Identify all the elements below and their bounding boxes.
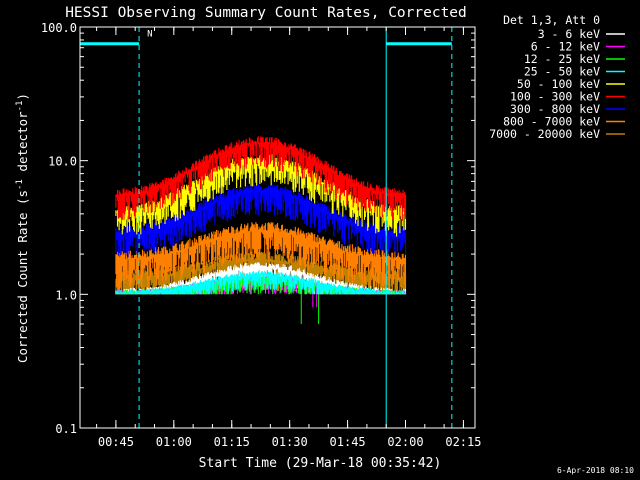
x-tick-label: 00:45: [98, 435, 134, 449]
x-tick-label: 01:15: [214, 435, 250, 449]
night-marker: N: [147, 29, 152, 39]
series-path: [115, 184, 407, 258]
y-axis-label: Corrected Count Rate (s-1 detector-1): [15, 93, 30, 363]
chart-title: HESSI Observing Summary Count Rates, Cor…: [65, 5, 467, 21]
y-tick-label: 100.0: [41, 21, 77, 35]
legend-entry-label: 100 - 300 keV: [510, 90, 600, 104]
legend-entry-label: 6 - 12 keV: [531, 40, 600, 54]
legend-entry-label: 25 - 50 keV: [524, 65, 600, 79]
plot-frame: [79, 26, 476, 429]
series-layer: [115, 136, 407, 324]
legend-entry-label: 12 - 25 keV: [524, 52, 600, 66]
flags-layer: N: [80, 27, 453, 428]
series-trace: [115, 222, 407, 290]
y-tick-label: 10.0: [48, 155, 77, 169]
y-tick-label: 0.1: [55, 422, 77, 436]
series-trace: [115, 184, 407, 258]
axis-layer: 100.0 10.0 1.0 0.1 00:45 01:00 01:15 01:30 01:45…: [41, 21, 482, 449]
y-tick-label: 1.0: [55, 288, 77, 302]
x-tick-label: 01:30: [272, 435, 308, 449]
x-tick-label: 02:15: [445, 435, 481, 449]
timestamp-label: 6-Apr-2018 08:10: [557, 466, 634, 475]
legend-entry-label: 3 - 6 keV: [538, 27, 600, 41]
x-tick-label: 01:00: [156, 435, 192, 449]
x-tick-label: 02:00: [387, 435, 423, 449]
series-trace: [115, 270, 407, 295]
x-axis-label: Start Time (29-Mar-18 00:35:42): [199, 456, 442, 471]
series-path: [115, 222, 407, 290]
series-trace: [115, 136, 407, 221]
legend-entry-label: 300 - 800 keV: [510, 102, 600, 116]
series-path: [115, 136, 407, 221]
series-path: [115, 270, 407, 295]
legend-entry-label: 7000 - 20000 keV: [489, 127, 600, 141]
legend-entry-label: 50 - 100 keV: [517, 77, 600, 91]
legend-entry-label: 800 - 7000 keV: [503, 115, 600, 129]
x-tick-label: 01:45: [330, 435, 366, 449]
legend-header: Det 1,3, Att 0: [503, 13, 600, 27]
